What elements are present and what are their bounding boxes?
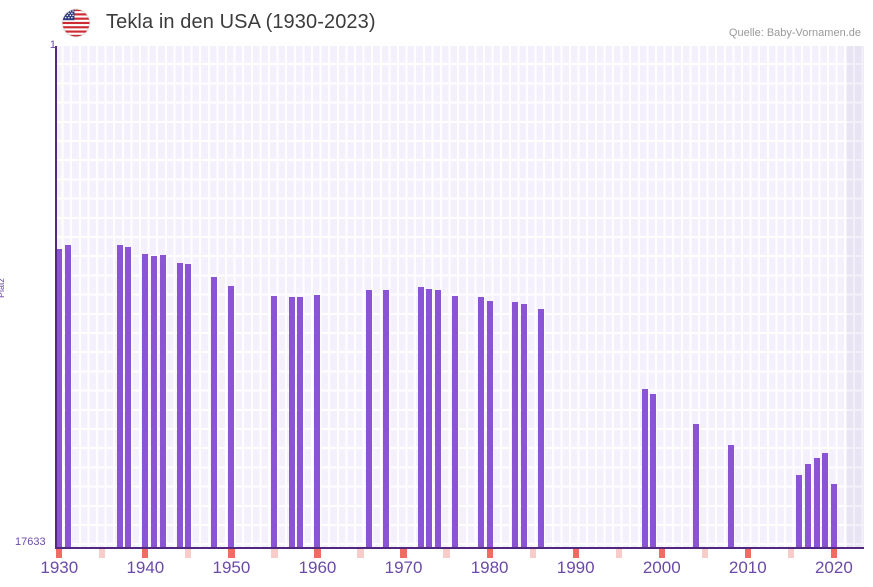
bar-1955[interactable] xyxy=(271,296,278,548)
bar-1983[interactable] xyxy=(512,302,519,548)
bar-2019[interactable] xyxy=(822,453,829,548)
bar-1937[interactable] xyxy=(116,244,123,548)
x-axis-labels: 1930 1940 1950 1960 1970 1980 1990 2000 2010 2020 xyxy=(0,558,873,584)
x-tick-2005 xyxy=(701,549,708,558)
bar-1930[interactable] xyxy=(56,248,63,548)
bar-1940[interactable] xyxy=(142,253,149,548)
x-tick-label-2010: 2010 xyxy=(728,558,767,577)
bar-series xyxy=(55,46,864,548)
x-tick-1940 xyxy=(142,549,149,558)
bar-1941[interactable] xyxy=(150,255,157,548)
x-tick-1960 xyxy=(314,549,321,558)
bar-1931[interactable] xyxy=(64,244,71,548)
bar-1984[interactable] xyxy=(521,304,528,548)
x-tick-1950 xyxy=(228,549,235,558)
x-tick-1965 xyxy=(357,549,364,558)
x-tick-label-1980: 1980 xyxy=(470,558,509,577)
bar-1958[interactable] xyxy=(297,296,304,548)
x-axis-tick-strip xyxy=(55,549,864,558)
bar-1948[interactable] xyxy=(211,277,218,548)
plot-area xyxy=(55,46,864,548)
x-tick-1980 xyxy=(486,549,493,558)
x-tick-label-1990: 1990 xyxy=(556,558,595,577)
bar-1980[interactable] xyxy=(486,300,493,548)
bar-1960[interactable] xyxy=(314,295,321,548)
bar-1944[interactable] xyxy=(176,262,183,548)
x-tick-label-1940: 1940 xyxy=(126,558,165,577)
bar-2017[interactable] xyxy=(805,463,812,548)
bar-1950[interactable] xyxy=(228,285,235,548)
bar-2018[interactable] xyxy=(813,458,820,548)
x-axis-line xyxy=(55,547,864,549)
bar-2008[interactable] xyxy=(727,444,734,548)
x-tick-2000 xyxy=(658,549,665,558)
x-tick-1985 xyxy=(529,549,536,558)
bar-1974[interactable] xyxy=(434,289,441,548)
x-tick-1970 xyxy=(400,549,407,558)
bar-1966[interactable] xyxy=(366,289,373,548)
x-tick-2015 xyxy=(787,549,794,558)
bar-2020[interactable] xyxy=(830,483,837,548)
y-axis-top-label: 1 xyxy=(49,39,56,51)
y-axis-title: Platz xyxy=(0,277,7,299)
bar-1968[interactable] xyxy=(383,289,390,548)
bar-1976[interactable] xyxy=(452,295,459,548)
x-tick-label-1950: 1950 xyxy=(212,558,251,577)
bar-1972[interactable] xyxy=(417,287,424,548)
bar-1938[interactable] xyxy=(125,247,132,548)
x-tick-1990 xyxy=(572,549,579,558)
x-tick-1975 xyxy=(443,549,450,558)
bar-1945[interactable] xyxy=(185,263,192,548)
x-tick-2020 xyxy=(830,549,837,558)
x-tick-1935 xyxy=(99,549,106,558)
bar-1998[interactable] xyxy=(641,389,648,548)
x-tick-label-1930: 1930 xyxy=(40,558,79,577)
x-tick-1930 xyxy=(56,549,63,558)
x-tick-1955 xyxy=(271,549,278,558)
bar-1986[interactable] xyxy=(538,308,545,548)
x-tick-1945 xyxy=(185,549,192,558)
bar-1957[interactable] xyxy=(288,296,295,548)
page-title: Tekla in den USA (1930-2023) xyxy=(106,11,376,33)
bar-1942[interactable] xyxy=(159,254,166,548)
bar-1999[interactable] xyxy=(650,393,657,548)
y-axis-line xyxy=(55,46,57,548)
bar-1979[interactable] xyxy=(478,296,485,548)
us-flag-icon xyxy=(62,9,90,37)
x-tick-2010 xyxy=(744,549,751,558)
bar-1973[interactable] xyxy=(426,288,433,548)
x-tick-label-2020: 2020 xyxy=(814,558,853,577)
bar-2016[interactable] xyxy=(796,475,803,548)
x-tick-label-1970: 1970 xyxy=(384,558,423,577)
x-tick-label-1960: 1960 xyxy=(298,558,337,577)
x-tick-1995 xyxy=(615,549,622,558)
source-note: Quelle: Baby-Vornamen.de xyxy=(728,27,861,39)
y-axis-bottom-label: 17633 xyxy=(15,536,46,548)
chart-header: Tekla in den USA (1930-2023) Quelle: Bab… xyxy=(0,0,873,46)
x-tick-label-2000: 2000 xyxy=(642,558,681,577)
bar-2004[interactable] xyxy=(693,423,700,548)
